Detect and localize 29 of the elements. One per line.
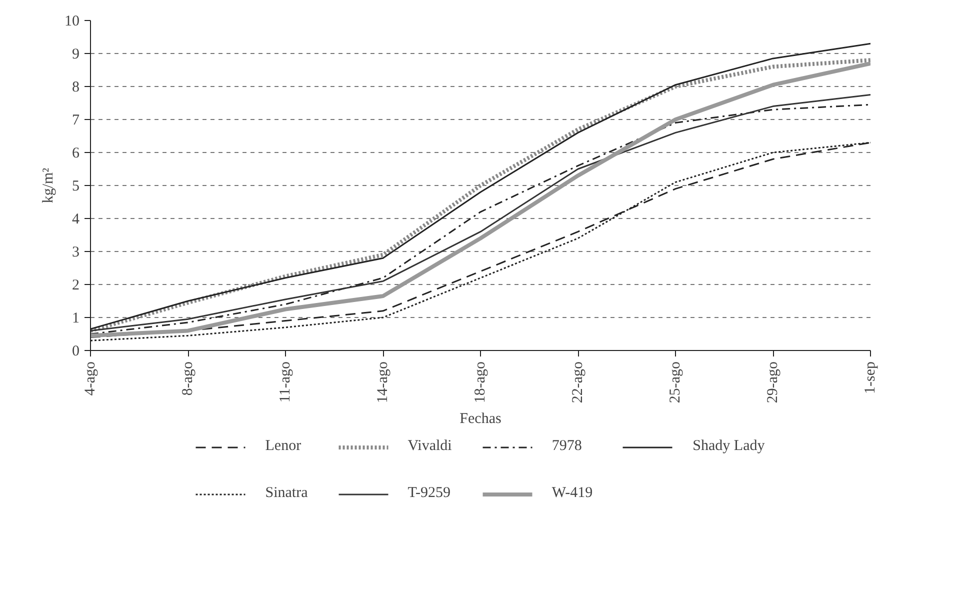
x-tick-label: 1-sep — [862, 361, 878, 394]
y-axis-title: kg/m² — [40, 167, 56, 204]
y-tick-label: 1 — [72, 310, 80, 326]
legend-label: Sinatra — [265, 485, 308, 502]
x-tick-label: 4-ago — [82, 361, 98, 396]
y-tick-label: 7 — [72, 112, 80, 128]
legend-label: Shady Lady — [692, 438, 765, 455]
y-tick-label: 8 — [72, 80, 80, 96]
y-tick-label: 10 — [64, 14, 80, 30]
y-tick-label: 9 — [72, 46, 80, 62]
legend-label: 7978 — [552, 438, 582, 455]
x-tick-label: 14-ago — [375, 361, 391, 404]
x-tick-label: 11-ago — [278, 361, 294, 403]
legend-label: Vivaldi — [408, 438, 452, 455]
legend-label: T-9259 — [408, 485, 451, 502]
x-tick-label: 29-ago — [765, 361, 781, 404]
legend-label: Lenor — [265, 438, 302, 455]
x-axis-title: Fechas — [460, 411, 502, 428]
y-tick-label: 0 — [72, 344, 80, 360]
y-tick-label: 4 — [72, 212, 80, 228]
x-tick-label: 8-ago — [180, 361, 196, 396]
x-tick-label: 18-ago — [472, 361, 488, 404]
y-tick-label: 6 — [72, 146, 80, 162]
y-tick-label: 2 — [72, 278, 80, 294]
x-tick-label: 22-ago — [570, 361, 586, 404]
legend-label: W-419 — [552, 485, 593, 502]
x-tick-label: 25-ago — [668, 361, 684, 404]
y-tick-label: 3 — [72, 244, 80, 260]
y-tick-label: 5 — [72, 178, 80, 194]
